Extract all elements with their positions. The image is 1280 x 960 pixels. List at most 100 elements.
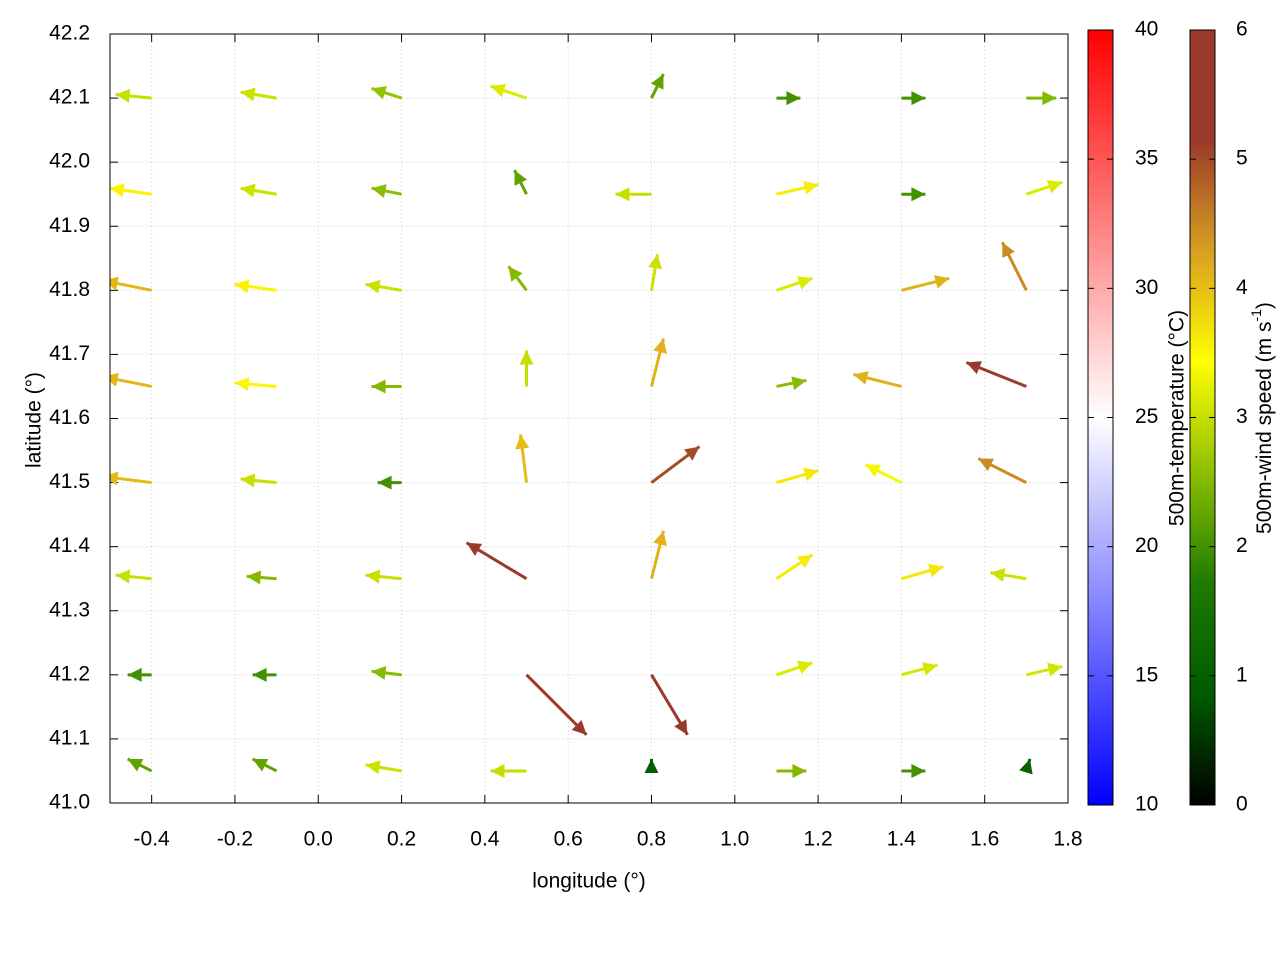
- grid: [110, 33, 1069, 804]
- x-tick-label: 0.6: [554, 828, 583, 851]
- colorbar-tick-label: 10: [1135, 793, 1158, 816]
- y-tick-label: 41.5: [49, 470, 90, 493]
- y-tick-label: 41.3: [49, 598, 90, 621]
- wind-arrow: [776, 91, 801, 106]
- wind-arrow: [901, 274, 950, 292]
- wind-arrow: [1026, 662, 1063, 677]
- wind-arrow: [776, 376, 807, 391]
- wind-arrow: [650, 73, 665, 99]
- wind-arrow: [901, 763, 926, 778]
- wind-arrow: [650, 674, 689, 736]
- colorbar-tick-label: 25: [1135, 405, 1158, 428]
- wind-arrow: [115, 569, 152, 584]
- wind-arrow: [490, 763, 527, 778]
- x-tick-label: -0.2: [217, 828, 253, 851]
- x-axis-label: longitude (°): [532, 870, 645, 893]
- wind-arrow: [240, 87, 277, 102]
- wind-arrow: [513, 169, 528, 195]
- wind-arrow: [507, 265, 528, 292]
- wind-arrow: [365, 279, 402, 294]
- colorbar-label-text: 500m-wind speed (m s: [1253, 322, 1276, 534]
- wind-arrow: [377, 475, 402, 490]
- wind-arrow: [246, 570, 277, 585]
- wind-arrow: [776, 763, 807, 778]
- wind-arrow: [901, 91, 926, 106]
- colorbar-tick-label: 35: [1135, 147, 1158, 170]
- wind-arrow: [977, 457, 1028, 484]
- wind-arrow: [365, 569, 402, 584]
- y-tick-label: 42.2: [49, 22, 90, 45]
- colorbar-tick-label: 0: [1236, 793, 1248, 816]
- wind-arrow: [515, 434, 530, 483]
- wind-arrow: [465, 541, 528, 580]
- wind-arrow: [965, 361, 1027, 388]
- x-tick-label: -0.4: [134, 828, 171, 851]
- wind-arrow: [650, 338, 667, 387]
- x-tick-label: 1.6: [970, 828, 999, 851]
- wind-arrow: [1019, 758, 1033, 775]
- wind-arrow: [775, 553, 814, 580]
- x-tick-label: 1.2: [803, 828, 832, 851]
- y-tick-label: 42.1: [49, 86, 90, 109]
- x-tick-label: 0.4: [470, 828, 500, 851]
- wind-arrow: [234, 279, 277, 294]
- vector-field: [110, 73, 1063, 778]
- y-tick-label: 41.1: [49, 726, 90, 749]
- y-tick-label: 41.4: [49, 534, 90, 557]
- wind-arrow: [110, 276, 152, 292]
- y-tick-label: 41.6: [49, 406, 90, 429]
- wind-arrow: [240, 183, 277, 198]
- colorbar-tick-label: 40: [1135, 18, 1158, 41]
- colorbar-label-sup: -1: [1248, 309, 1264, 322]
- x-tick-label: 1.8: [1053, 828, 1082, 851]
- wind-arrow: [1025, 179, 1063, 196]
- y-tick-label: 41.7: [49, 342, 90, 365]
- wind-arrow: [644, 758, 659, 773]
- colorbars: 10 15 20 25 30 35 40 0 1 2 3 4 5 6: [1087, 18, 1248, 816]
- colorbar-tick-label: 5: [1236, 147, 1248, 170]
- colorbar-label-end: ): [1253, 302, 1276, 309]
- wind-arrow: [648, 254, 663, 291]
- wind-arrow: [901, 662, 938, 677]
- colorbar-tick-label: 4: [1236, 276, 1248, 299]
- wind-arrow: [490, 83, 527, 100]
- x-tick-label: 0.0: [304, 828, 333, 851]
- wind-arrow: [110, 372, 152, 388]
- wind-arrow: [127, 667, 152, 682]
- wind-arrow: [1001, 241, 1028, 292]
- wind-arrow: [901, 187, 926, 202]
- colorbar-label: 500m-temperature (°C): [1166, 310, 1189, 526]
- wind-arrow: [371, 184, 402, 198]
- wind-arrow: [775, 276, 813, 292]
- y-tick-label: 41.0: [49, 791, 90, 814]
- colorbar-tick-label: 2: [1236, 534, 1248, 557]
- colorbar-tick-label: 20: [1135, 534, 1158, 557]
- wind-arrow: [853, 371, 902, 388]
- wind-arrow: [1026, 91, 1057, 106]
- wind-arrow: [900, 563, 944, 581]
- y-axis-label: latitude (°): [23, 372, 46, 468]
- colorbar-label: 500m-wind speed (m s-1): [1248, 302, 1276, 534]
- colorbar-tick-label: 1: [1236, 663, 1248, 686]
- wind-arrow: [525, 673, 588, 736]
- x-tick-label: 1.0: [720, 828, 749, 851]
- colorbar-tick-label: 6: [1236, 18, 1248, 41]
- colorbar-tick-label: 30: [1135, 276, 1158, 299]
- y-tick-label: 41.2: [49, 662, 90, 685]
- wind-arrow: [110, 471, 152, 486]
- x-tick-label: 1.4: [887, 828, 917, 851]
- y-tick-label: 42.0: [49, 150, 90, 173]
- wind-arrow: [776, 467, 819, 485]
- wind-arrow: [115, 88, 152, 103]
- wind-arrow: [650, 445, 701, 484]
- wind-arrow: [776, 180, 819, 196]
- y-tick-label: 41.9: [49, 214, 90, 237]
- x-tick-label: 0.8: [637, 828, 666, 851]
- wind-arrow: [519, 350, 534, 387]
- plot-frame: [109, 33, 1069, 804]
- wind-arrow: [650, 530, 667, 580]
- y-tick-label: 41.8: [49, 278, 90, 301]
- wind-arrow: [365, 760, 402, 775]
- x-tick-label: 0.2: [387, 828, 416, 851]
